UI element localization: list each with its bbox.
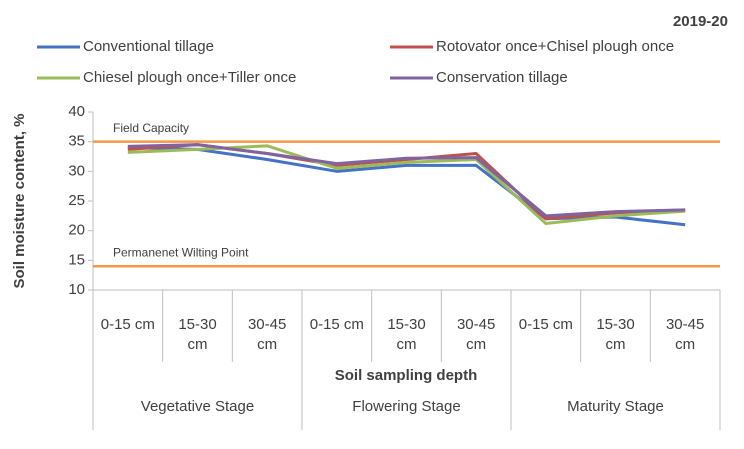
x-tick-label: 15-30 cm [596,316,635,353]
x-tick-label: 30-45 cm [247,316,287,353]
x-tick-label: 0-15 cm [100,316,155,333]
group-label: Vegetative Stage [140,398,255,415]
x-tick-label: 0-15 cm [518,316,573,333]
legend-label: Chiesel plough once+Tiller once [83,69,296,86]
group-label: Maturity Stage [567,398,664,415]
y-tick-label: 35 [68,133,85,150]
y-axis-title: Soil moisture content, % [11,113,28,288]
reference-label: Permanenet Wilting Point [113,245,249,259]
series-line [127,143,686,221]
reference-label: Field Capacity [113,121,189,135]
series-line [127,143,686,218]
group-label: Flowering Stage [352,398,461,415]
x-tick-label: 0-15 cm [309,316,364,333]
y-tick-label: 15 [68,251,85,268]
y-tick-label: 40 [68,103,85,120]
chart-title: 2019-20 [673,13,728,30]
y-tick-label: 20 [68,222,85,239]
y-tick-label: 25 [68,192,85,209]
legend-label: Conservation tillage [436,69,568,86]
x-tick-label: 30-45 cm [665,316,705,353]
x-tick-label: 15-30 cm [178,316,217,353]
x-axis-title: Soil sampling depth [335,367,478,384]
x-tick-label: 15-30 cm [387,316,426,353]
y-tick-label: 30 [68,162,85,179]
legend-label: Conventional tillage [83,38,214,55]
y-tick-label: 10 [68,281,85,298]
legend-label: Rotovator once+Chisel plough once [436,38,674,55]
x-tick-label: 30-45 cm [456,316,496,353]
